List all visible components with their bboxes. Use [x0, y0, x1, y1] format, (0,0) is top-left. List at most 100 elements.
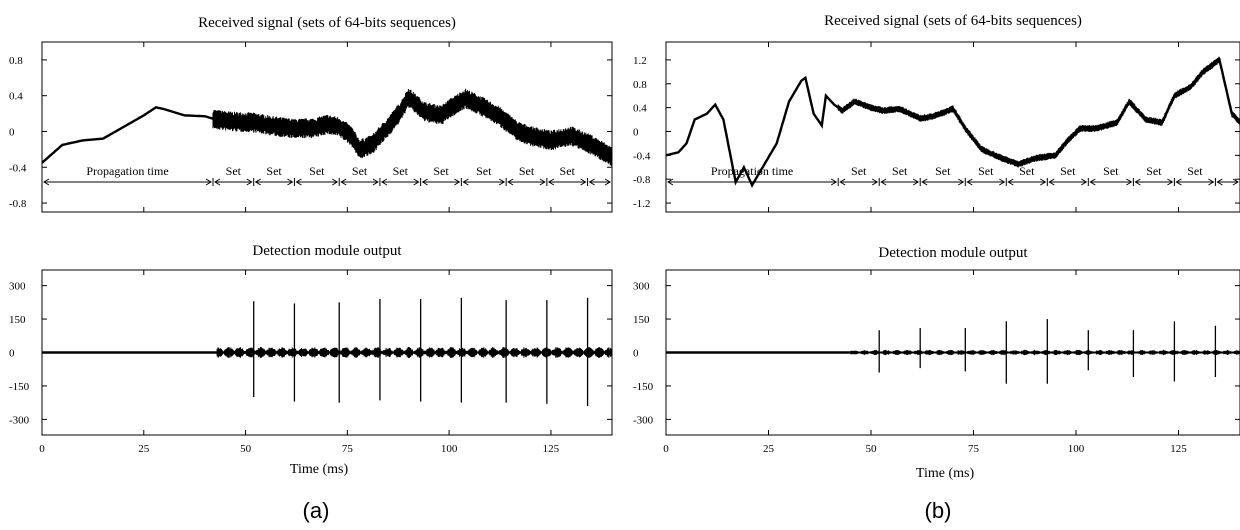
a-received-arrowhead-right [539, 178, 546, 186]
a-detection-xtick-label: 100 [441, 443, 458, 455]
b-received-arrowhead-left [839, 178, 846, 186]
b-detection-ytick-label: -150 [633, 381, 654, 393]
b-received-set-label: Set [1103, 164, 1119, 178]
b-received-arrowhead-right [912, 178, 920, 186]
a-received-arrowhead-right [454, 178, 461, 186]
b-received-arrowhead-left [1216, 178, 1223, 186]
b-received-ytick-label: 0 [633, 126, 639, 138]
a-received-set-label: Set [226, 164, 242, 178]
a-received-arrowhead-left [380, 178, 388, 186]
a-received-ytick-label: -0.4 [9, 162, 27, 174]
a-received-title: Received signal (sets of 64-bits sequenc… [198, 15, 456, 31]
panel-a: Received signal (sets of 64-bits sequenc… [9, 15, 613, 477]
b-received-arrowhead-left [921, 178, 928, 186]
b-received-arrowhead-right [1126, 178, 1133, 186]
a-received-set-label: Set [433, 164, 449, 178]
b-detection-xtick-label: 100 [1068, 443, 1085, 455]
a-received-arrowhead-left [421, 178, 428, 186]
a-detection-ytick-label: 150 [9, 314, 26, 326]
b-received-ytick-label: -1.2 [633, 198, 650, 210]
a-received-arrowhead-left [214, 178, 221, 186]
b-received-set-label: Set [892, 164, 908, 178]
a-received-arrowhead-left [43, 178, 50, 186]
b-received-arrowhead-right [999, 178, 1006, 186]
b-detection-xtick-label: 125 [1170, 443, 1187, 455]
a-received-ytick-label: 0 [9, 126, 15, 138]
a-received-plot-frame [41, 41, 613, 213]
b-received-arrowhead-left [966, 178, 973, 186]
b-received-set-label: Set [851, 164, 867, 178]
b-detection-xtick-label: 0 [663, 443, 669, 455]
b-received-arrowhead-right [1040, 178, 1047, 186]
a-received-set-label: Set [560, 164, 576, 178]
b-received-ytick-label: 0.4 [633, 103, 647, 115]
b-received-title: Received signal (sets of 64-bits sequenc… [824, 13, 1082, 29]
a-detection-xtick-label: 0 [39, 443, 45, 455]
a-received-arrowhead-right [413, 178, 420, 186]
b-received-arrowhead-right [871, 178, 879, 186]
a-detection-ytick-label: -150 [9, 381, 30, 393]
a-received-signal-band [212, 88, 613, 167]
a-received-set-label: Set [519, 164, 535, 178]
b-received-arrowhead-left [667, 178, 674, 186]
a-received-arrowhead-right [246, 178, 253, 186]
a-detection-xlabel: Time (ms) [290, 462, 349, 477]
b-received-set-label: Set [1060, 164, 1076, 178]
a-detection-title: Detection module output [252, 243, 402, 259]
b-received-set-label: Set [978, 164, 994, 178]
b-received-signal-band [837, 56, 1240, 168]
a-received-arrowhead-left [547, 178, 555, 186]
b-received-arrowhead-left [1134, 178, 1141, 186]
a-received-arrowhead-left [462, 178, 469, 186]
a-received-set-label: Set [352, 164, 368, 178]
a-detection-ytick-label: 0 [9, 348, 15, 360]
b-detection-xlabel: Time (ms) [916, 466, 975, 481]
a-detection-xtick-label: 25 [138, 443, 150, 455]
b-received-set-label: Set [1019, 164, 1035, 178]
b-detection-title: Detection module output [878, 245, 1028, 261]
b-detection-ytick-label: 150 [633, 314, 650, 326]
caption-b: (b) [925, 498, 952, 523]
b-received-arrowhead-left [1089, 178, 1096, 186]
b-received-arrowhead-right [830, 178, 838, 186]
b-received-ytick-label: -0.4 [633, 150, 651, 162]
b-received-arrowhead-left [1007, 178, 1014, 186]
b-received-set-label: Set [935, 164, 951, 178]
b-received-arrowhead-left [880, 178, 887, 186]
b-detection-xtick-label: 25 [763, 443, 775, 455]
a-received-ytick-label: -0.8 [9, 198, 27, 210]
b-detection-ytick-label: 0 [633, 348, 639, 360]
b-received-ytick-label: -0.8 [633, 174, 651, 186]
b-received-propagation-label: Propagation time [711, 164, 793, 178]
a-received-set-label: Set [266, 164, 282, 178]
a-detection-ytick-label: 300 [9, 281, 26, 293]
a-received-arrowhead-right [580, 178, 587, 186]
b-received-arrowhead-right [1208, 178, 1215, 186]
b-received-arrowhead-right [1167, 178, 1174, 186]
a-received-propagation-label: Propagation time [86, 164, 168, 178]
a-received-arrowhead-left [295, 178, 302, 186]
b-detection-xtick-label: 50 [866, 443, 878, 455]
b-received-ytick-label: 0.8 [633, 79, 647, 91]
b-received-arrowhead-left [1048, 178, 1055, 186]
b-detection-xtick-label: 75 [968, 443, 980, 455]
caption-a: (a) [303, 498, 330, 523]
a-received-set-label: Set [393, 164, 409, 178]
a-received-arrowhead-right [372, 178, 379, 186]
b-received-set-label: Set [1187, 164, 1203, 178]
a-received-ytick-label: 0.8 [9, 55, 23, 67]
b-detection-ytick-label: 300 [633, 281, 650, 293]
b-received-set-label: Set [1146, 164, 1162, 178]
a-detection-xtick-label: 50 [240, 443, 252, 455]
b-received-arrowhead-right [1081, 178, 1088, 186]
b-received-arrowhead-left [1175, 178, 1182, 186]
a-received-arrowhead-left [340, 178, 347, 186]
a-detection-ytick-label: -300 [9, 414, 30, 426]
a-received-arrowhead-left [507, 178, 514, 186]
panel-b: Received signal (sets of 64-bits sequenc… [633, 13, 1240, 481]
b-received-arrowhead-right [1232, 178, 1239, 186]
a-received-arrowhead-right [287, 178, 294, 186]
a-received-arrowhead-left [588, 178, 595, 186]
a-received-arrowhead-left [254, 178, 261, 186]
b-detection-ytick-label: -300 [633, 414, 654, 426]
